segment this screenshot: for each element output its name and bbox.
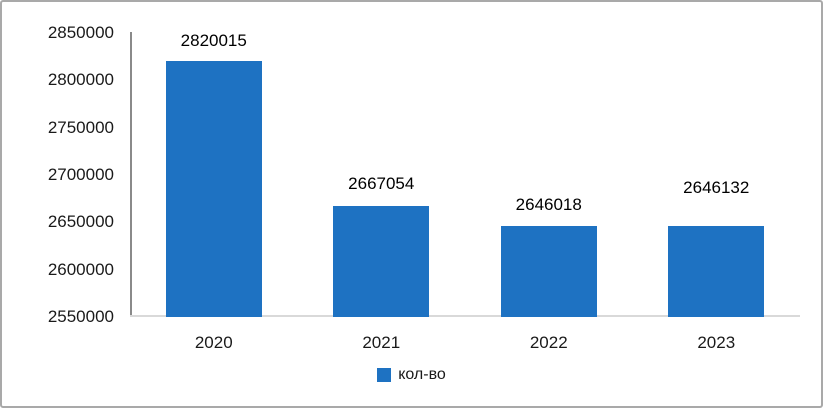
y-tick-label: 2600000 bbox=[47, 259, 114, 279]
bar-value-label: 2646132 bbox=[683, 177, 750, 197]
x-tick-label: 2023 bbox=[697, 333, 736, 352]
legend: кол-во bbox=[2, 364, 821, 386]
legend-swatch bbox=[377, 368, 392, 382]
x-tick-label: 2022 bbox=[529, 333, 568, 352]
bar-value-label: 2667054 bbox=[348, 174, 415, 194]
bar bbox=[668, 225, 765, 317]
y-tick-label: 2750000 bbox=[47, 117, 114, 137]
bar-value-label: 2646018 bbox=[515, 195, 582, 215]
y-tick-label: 2700000 bbox=[47, 165, 114, 184]
y-tick-label: 2650000 bbox=[47, 212, 114, 232]
x-axis-line bbox=[130, 315, 800, 317]
legend-label: кол-во bbox=[398, 366, 446, 383]
x-tick-label: 2020 bbox=[194, 333, 233, 352]
bar bbox=[165, 61, 262, 317]
bar bbox=[333, 206, 430, 317]
y-tick-label: 2550000 bbox=[47, 307, 114, 326]
x-tick-label: 2021 bbox=[362, 333, 401, 352]
y-tick-label: 2850000 bbox=[47, 23, 114, 42]
y-tick-label: 2800000 bbox=[47, 70, 114, 90]
y-axis-line bbox=[130, 32, 132, 317]
bar-value-label: 2820015 bbox=[180, 31, 247, 51]
bar bbox=[500, 226, 597, 317]
